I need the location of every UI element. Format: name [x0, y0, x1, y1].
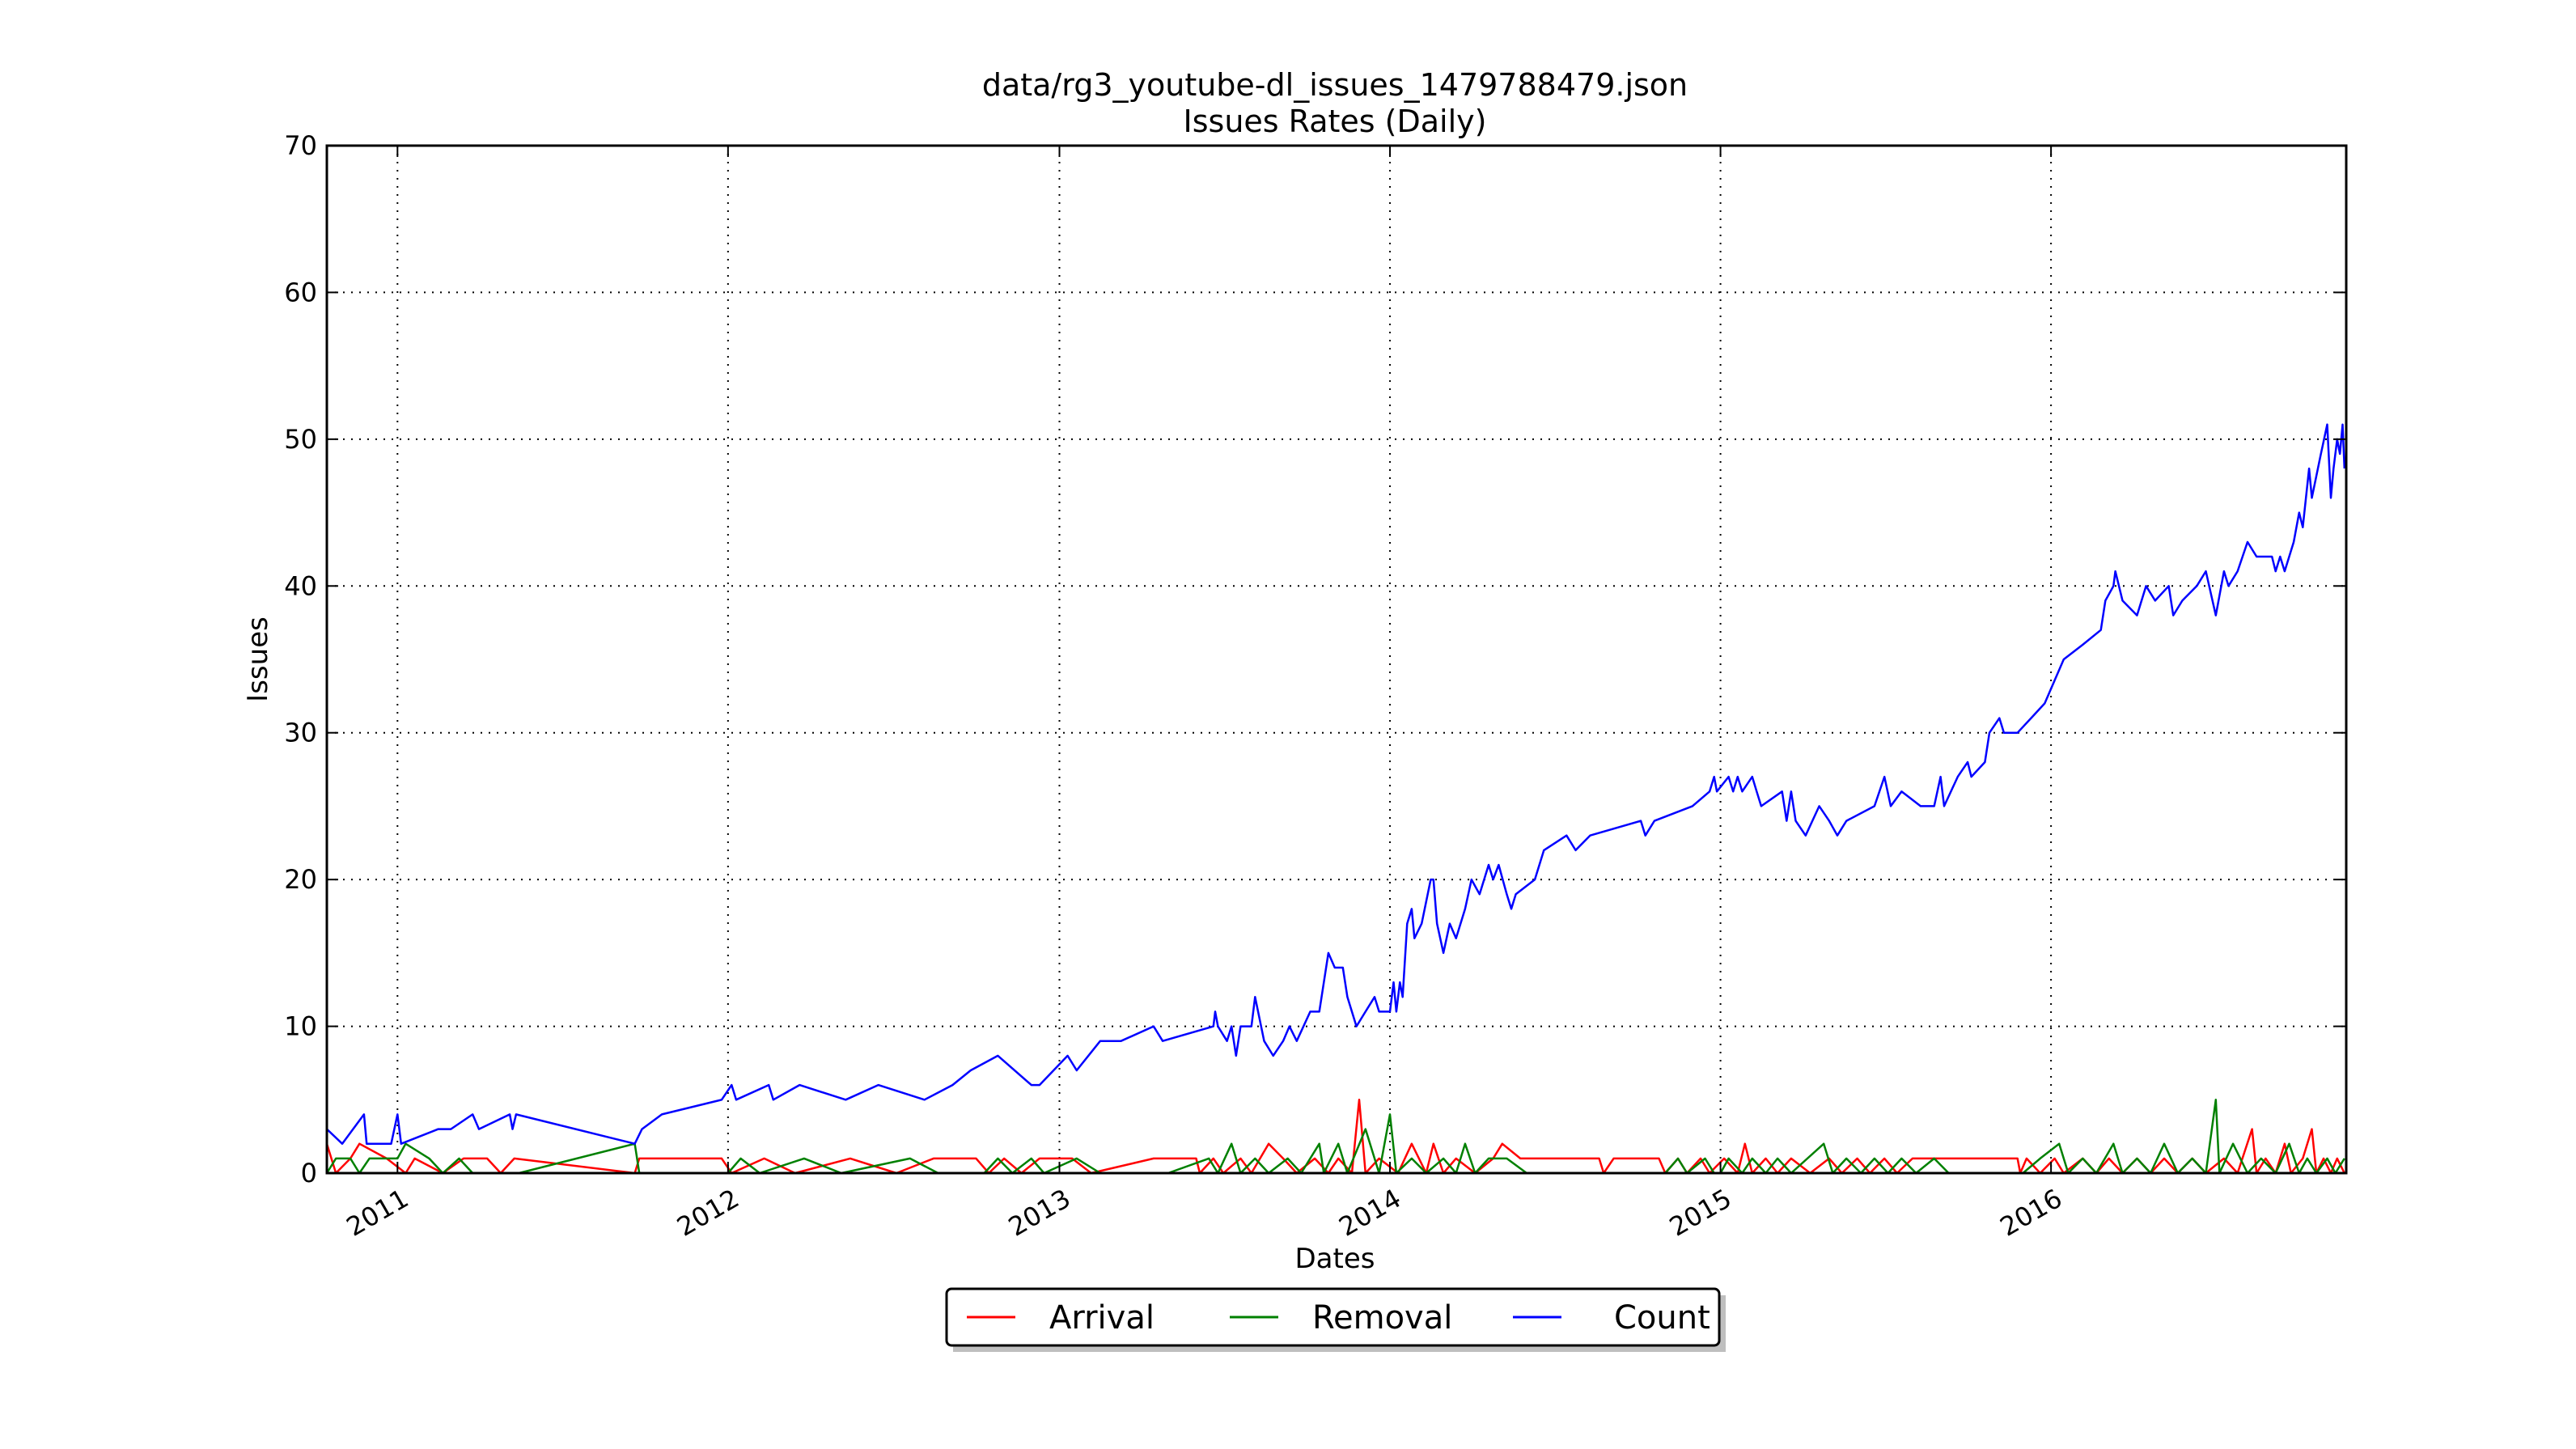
series-line-arrival	[325, 1099, 2345, 1175]
y-axis-ticks: 0 10 20 30 40 50 60 70	[284, 130, 2346, 1188]
y-tick-label: 10	[284, 1011, 317, 1042]
chart-title: data/rg3_youtube-dl_issues_1479788479.js…	[982, 67, 1688, 103]
y-tick-label: 0	[301, 1158, 317, 1188]
y-tick-label: 50	[284, 424, 317, 455]
y-tick-label: 40	[284, 570, 317, 601]
y-axis-label: Issues	[242, 616, 274, 702]
series-line-removal	[325, 1099, 2345, 1175]
legend-box	[945, 1287, 1721, 1347]
legend: Arrival Removal Count	[945, 1287, 1726, 1352]
y-tick-label: 20	[284, 864, 317, 895]
y-tick-label: 60	[284, 277, 317, 307]
y-tick-label: 70	[284, 130, 317, 161]
legend-label-count: Count	[1614, 1299, 1710, 1337]
chart-subtitle: Issues Rates (Daily)	[1184, 104, 1487, 139]
plot-frame	[325, 144, 2348, 1175]
legend-label-removal: Removal	[1312, 1299, 1452, 1337]
x-axis-label: Dates	[1295, 1243, 1375, 1275]
series-lines	[325, 423, 2346, 1175]
y-tick-label: 30	[284, 718, 317, 748]
legend-label-arrival: Arrival	[1049, 1299, 1155, 1337]
series-line-count	[326, 423, 2346, 1145]
